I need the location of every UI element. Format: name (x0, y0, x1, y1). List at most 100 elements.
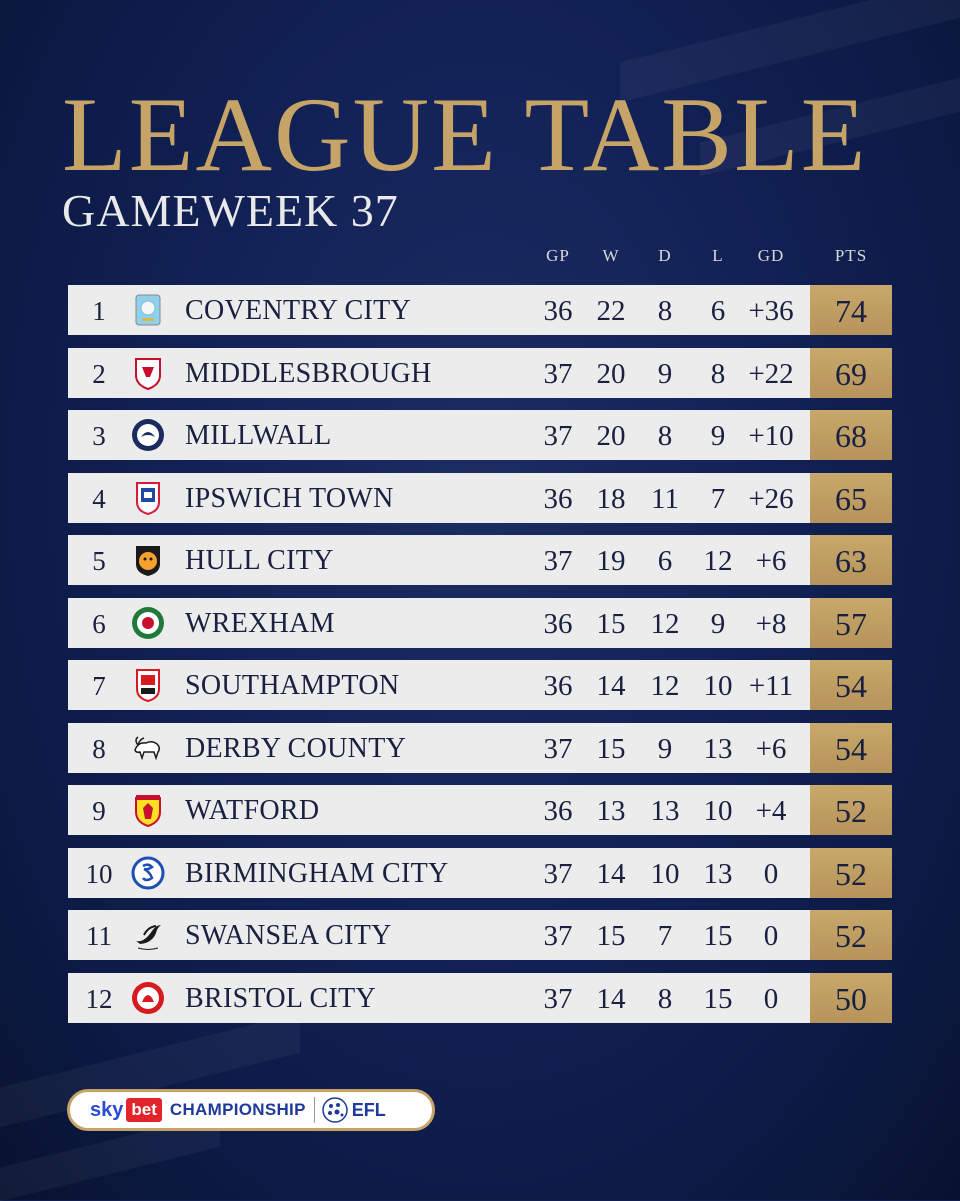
games-played: 37 (543, 357, 573, 390)
goal-difference: 0 (763, 857, 779, 890)
wins: 15 (596, 607, 626, 640)
column-header-pts: PTS (834, 246, 868, 265)
team-name: HULL CITY (185, 545, 334, 576)
losses: 7 (710, 482, 726, 515)
goal-difference: +6 (755, 545, 787, 577)
position: 8 (92, 733, 106, 764)
table-row: 10 BIRMINGHAM CITY 37 14 10 13 0 52 (68, 847, 892, 898)
column-header-gp: GP (546, 246, 570, 265)
table-row: 8 DERBY COUNTY 37 15 9 13 +6 54 (68, 722, 892, 773)
team-name: IPSWICH TOWN (185, 482, 394, 514)
table-row: 11 SWANSEA CITY 37 15 7 15 0 52 (68, 910, 892, 960)
table-row: 3 MILLWALL 37 20 8 9 +10 68 (68, 410, 892, 460)
divider (313, 1097, 315, 1123)
draws: 10 (650, 857, 680, 890)
losses: 10 (703, 670, 733, 702)
table-row: 9 WATFORD 36 13 13 10 +4 52 (68, 785, 892, 835)
points: 69 (810, 347, 892, 398)
draws: 8 (657, 420, 673, 452)
points: 54 (810, 660, 892, 710)
goal-difference: +6 (755, 732, 787, 765)
birmingham-city-crest-icon (131, 856, 165, 889)
team-name: WATFORD (185, 795, 320, 826)
wins: 20 (596, 357, 626, 390)
games-played: 36 (543, 295, 573, 327)
table-row: 4 IPSWICH TOWN 36 18 11 7 +26 65 (68, 472, 892, 523)
goal-difference: +4 (755, 795, 787, 827)
wins: 14 (596, 982, 626, 1015)
games-played: 37 (543, 982, 573, 1015)
position: 5 (92, 546, 106, 576)
coventry-city-crest-icon (135, 294, 161, 326)
team-name: DERBY COUNTY (185, 732, 407, 764)
championship-label: CHAMPIONSHIP (169, 1100, 306, 1119)
page-subtitle: GAMEWEEK 37 (62, 185, 399, 236)
column-header-d: D (658, 246, 672, 265)
points: 54 (810, 722, 892, 773)
wins: 15 (596, 920, 626, 952)
position: 3 (92, 421, 106, 451)
wins: 13 (596, 795, 626, 827)
games-played: 36 (543, 795, 573, 827)
team-name: MIDDLESBROUGH (185, 357, 432, 389)
points: 63 (810, 535, 892, 585)
games-played: 36 (543, 482, 573, 515)
points: 74 (810, 285, 892, 335)
games-played: 37 (543, 732, 573, 765)
team-name: MILLWALL (185, 420, 332, 451)
goal-difference: +10 (748, 420, 794, 452)
sponsor-badge: sky bet CHAMPIONSHIP EFL (67, 1089, 435, 1131)
points: 52 (810, 847, 892, 898)
draws: 9 (657, 732, 673, 765)
points: 52 (810, 910, 892, 960)
draws: 8 (657, 982, 673, 1015)
column-header-w: W (602, 246, 620, 265)
ipswich-town-crest-icon (136, 481, 160, 515)
losses: 6 (710, 295, 726, 327)
goal-difference: +22 (748, 357, 794, 390)
table-row: 12 BRISTOL CITY 37 14 8 15 0 50 (68, 972, 892, 1023)
wins: 19 (596, 545, 626, 577)
table-row: 6 WREXHAM 36 15 12 9 +8 57 (68, 597, 892, 648)
team-name: COVENTRY CITY (185, 295, 412, 326)
losses: 13 (703, 732, 733, 765)
draws: 13 (650, 795, 680, 827)
bristol-city-crest-icon (132, 981, 164, 1014)
wins: 14 (596, 857, 626, 890)
draws: 8 (657, 295, 673, 327)
games-played: 37 (543, 420, 573, 452)
efl-ball-icon (321, 1097, 348, 1123)
games-played: 37 (543, 857, 573, 890)
games-played: 36 (543, 607, 573, 640)
wins: 20 (596, 420, 626, 452)
losses: 13 (703, 857, 733, 890)
column-header-gd: GD (757, 246, 785, 265)
table-row: 5 HULL CITY 37 19 6 12 +6 63 (68, 535, 892, 585)
games-played: 36 (543, 670, 573, 702)
draws: 11 (651, 482, 679, 515)
losses: 10 (703, 795, 733, 827)
goal-difference: +11 (748, 670, 794, 702)
position: 7 (92, 671, 106, 701)
position: 11 (86, 921, 112, 951)
points: 52 (810, 785, 892, 835)
table-row: 7 SOUTHAMPTON 36 14 12 10 +11 54 (68, 660, 892, 710)
southampton-crest-icon (136, 669, 160, 703)
draws: 12 (650, 670, 680, 702)
league-table: 1 COVENTRY CITY 36 22 8 6 +36 74 2 MIDDL… (68, 285, 892, 1035)
millwall-crest-icon (132, 419, 164, 451)
losses: 9 (710, 607, 726, 640)
efl-label: EFL (351, 1099, 386, 1120)
points: 68 (810, 410, 892, 460)
position: 4 (92, 483, 106, 514)
team-name: SWANSEA CITY (185, 920, 392, 951)
column-header-l: L (712, 246, 724, 265)
losses: 9 (710, 420, 726, 452)
points: 50 (810, 972, 892, 1023)
hull-city-crest-icon (136, 546, 160, 576)
losses: 8 (710, 357, 726, 390)
position: 1 (92, 296, 106, 326)
draws: 6 (657, 545, 673, 577)
wrexham-crest-icon (132, 606, 164, 639)
wins: 22 (596, 295, 626, 327)
